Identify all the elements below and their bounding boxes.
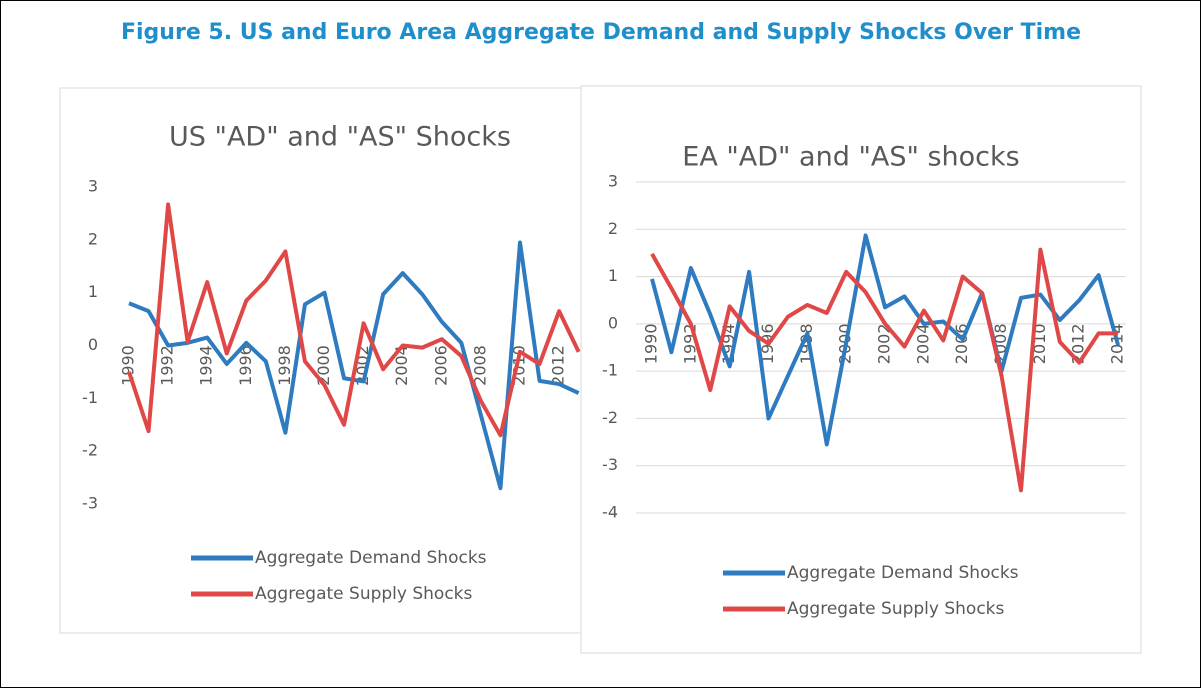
y-tick-label: 1 [88,282,98,301]
x-tick-label: 1990 [642,323,661,364]
data-line [127,202,581,438]
legend-label: Aggregate Demand Shocks [255,548,487,568]
x-tick-label: 2002 [875,323,894,364]
legend-label: Aggregate Supply Shocks [255,584,473,604]
y-tick-label: 0 [608,313,618,332]
y-tick-label: 1 [608,266,618,285]
chart-frame [580,85,1142,654]
y-tick-label: 2 [608,219,618,238]
x-tick-label: 2004 [913,323,932,364]
x-tick-label: 2000 [314,345,333,386]
y-tick-label: -1 [602,361,618,380]
x-tick-label: 2012 [549,345,568,386]
y-tick-label: 0 [88,335,98,354]
x-tick-label: 2006 [431,345,450,386]
x-tick-label: 2012 [1069,323,1088,364]
plot-panel: US "AD" and "AS" Shocks -3 -2 -1 0 1 2 3 1990 199… [59,87,621,634]
x-tick-label: 1992 [158,345,177,386]
y-tick-label: -2 [82,441,98,460]
x-tick-label: 1990 [119,345,138,386]
x-tick-label: 1994 [197,345,216,386]
y-tick-label: 3 [88,177,98,196]
legend-label: Aggregate Supply Shocks [787,599,1005,619]
chart-title: EA "AD" and "AS" shocks [682,142,1019,173]
x-tick-label: 2008 [470,345,489,386]
y-tick-label: 2 [88,229,98,248]
y-tick-label: -2 [602,408,618,427]
y-tick-label: 3 [608,172,618,191]
y-tick-label: -3 [602,455,618,474]
figure-title: Figure 5. US and Euro Area Aggregate Dem… [121,20,1081,45]
legend-label: Aggregate Demand Shocks [787,563,1019,583]
x-tick-label: 1996 [236,345,255,386]
data-line [650,233,1121,447]
y-tick-label: -4 [602,503,618,522]
data-line [650,247,1119,493]
y-tick-label: -1 [82,388,98,407]
x-tick-label: 2004 [392,345,411,386]
chart-title: US "AD" and "AS" Shocks [169,122,511,153]
x-tick-label: 1998 [275,345,294,386]
y-tick-label: -3 [82,494,98,513]
